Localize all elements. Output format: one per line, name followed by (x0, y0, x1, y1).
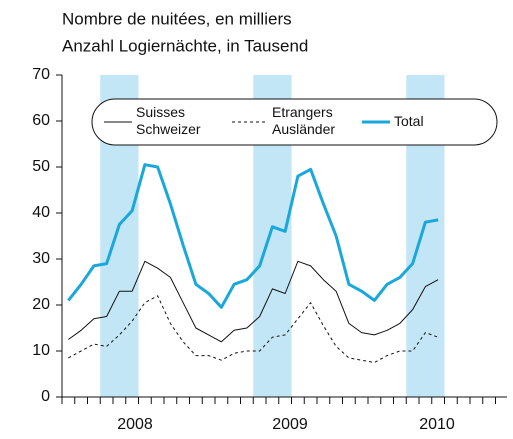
legend-entry: Suisses Schweizer (136, 104, 201, 137)
y-tick-label: 10 (32, 342, 50, 359)
x-tick-label: 2008 (117, 416, 153, 433)
y-tick-label: 40 (32, 204, 50, 221)
y-tick-label: 20 (32, 296, 50, 313)
series-line (68, 295, 439, 363)
legend-entry: Etrangers Ausländer (272, 104, 336, 137)
legend-entry: Total (394, 113, 424, 129)
x-tick-label: 2010 (419, 416, 455, 433)
y-tick-label: 0 (41, 388, 50, 405)
series-line (67, 163, 439, 309)
chart-subtitle: Anzahl Logiernächte, in Tausend (62, 36, 308, 55)
y-tick-label: 70 (32, 66, 50, 83)
x-tick-label: 2009 (272, 416, 308, 433)
legend-label: Etrangers Ausländer (272, 104, 336, 137)
series-line (68, 260, 439, 343)
legend-label: Total (394, 113, 424, 129)
chart-title: Nombre de nuitées, en milliers (62, 9, 292, 28)
y-tick-label: 60 (32, 112, 50, 129)
legend-label: Suisses Schweizer (136, 104, 201, 137)
legend-box (91, 98, 498, 146)
y-tick-label: 30 (32, 250, 50, 267)
y-tick-label: 50 (32, 158, 50, 175)
